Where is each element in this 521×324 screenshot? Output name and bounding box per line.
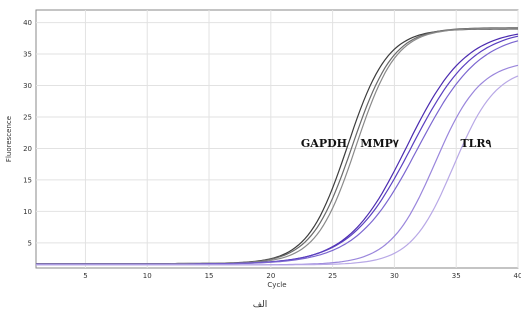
y-tick-label: 10 (23, 208, 32, 216)
annotation-label: GAPDH (301, 137, 347, 150)
y-tick-label: 25 (23, 113, 32, 121)
amplification-curve-5 (36, 40, 519, 265)
figure-caption: الف (253, 300, 268, 310)
y-tick-label: 20 (23, 145, 32, 153)
amplification-curve-7 (36, 75, 519, 266)
x-tick-label: 20 (266, 272, 275, 280)
x-tick-label: 15 (205, 272, 214, 280)
curve-group-labels: GAPDH MMP٧ TLR٩ (301, 137, 492, 150)
plot-area (35, 9, 519, 269)
axis-ticks: 5 10 15 20 25 30 35 40 5 10 15 20 25 30 35 40 (23, 19, 521, 280)
x-tick-label: 35 (452, 272, 461, 280)
y-tick-label: 30 (23, 82, 32, 90)
x-tick-label: 5 (83, 272, 87, 280)
amplification-curves (36, 27, 519, 266)
y-tick-label: 5 (28, 239, 32, 247)
y-axis-label: Fluorescence (5, 116, 13, 162)
annotation-label: TLR٩ (460, 137, 491, 150)
y-tick-label: 15 (23, 176, 32, 184)
x-tick-label: 10 (143, 272, 152, 280)
x-tick-label: 40 (514, 272, 521, 280)
gridlines (36, 10, 519, 268)
x-axis-label: Cycle (267, 281, 286, 289)
y-tick-label: 40 (23, 19, 32, 27)
annotation-label: MMP٧ (360, 137, 399, 150)
y-tick-label: 35 (23, 51, 32, 59)
x-tick-label: 30 (390, 272, 399, 280)
x-tick-label: 25 (328, 272, 337, 280)
